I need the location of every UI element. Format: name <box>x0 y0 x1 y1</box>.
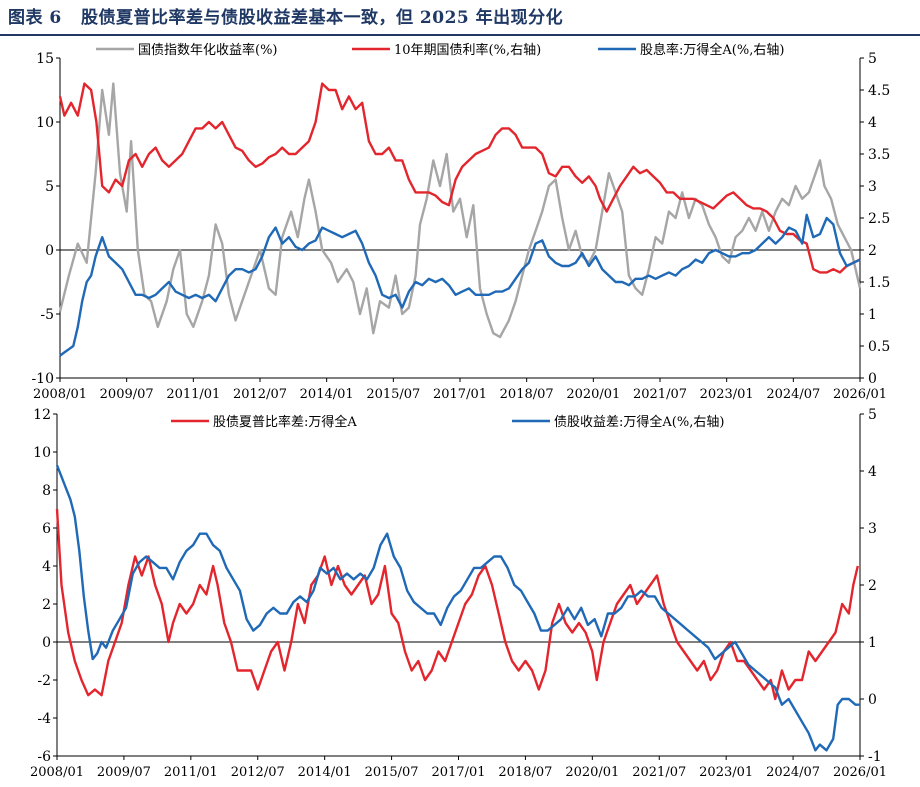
right-tick-label: 4.5 <box>868 83 890 99</box>
right-tick-label: 2 <box>868 578 877 594</box>
x-tick-label: 2021/07 <box>632 765 686 780</box>
legend-label-1: 股债夏普比率差:万得全A <box>213 414 357 430</box>
x-tick-label: 2011/01 <box>166 387 220 402</box>
x-tick-label: 2015/07 <box>365 765 419 780</box>
x-tick-label: 2023/01 <box>700 387 754 402</box>
figure-title-bar: 图表 6 股债夏普比率差与债股收益差基本一致，但 2025 年出现分化 <box>0 0 920 36</box>
right-tick-label: 3.5 <box>868 147 890 163</box>
left-tick-label: 10 <box>36 115 54 131</box>
x-tick-label: 2009/07 <box>97 765 151 780</box>
left-tick-label: 12 <box>33 407 51 423</box>
x-tick-label: 2026/01 <box>833 765 887 780</box>
left-tick-label: 8 <box>42 483 51 499</box>
x-tick-label: 2009/07 <box>100 387 154 402</box>
x-tick-label: 2023/01 <box>699 765 753 780</box>
x-tick-label: 2018/07 <box>498 765 552 780</box>
x-tick-label: 2012/07 <box>233 387 287 402</box>
top-chart: -10 -5 0 5 10 15 0 0.5 1 1.5 2 2.5 3 3.5 4 4.5 5 2008/01 2… <box>31 42 890 402</box>
right-tick-label: 5 <box>868 51 877 67</box>
right-tick-label: 4 <box>868 464 877 480</box>
right-tick-label: 4 <box>868 115 877 131</box>
figure-label: 图表 6 <box>8 8 62 28</box>
x-tick-label: 2020/01 <box>565 765 619 780</box>
left-tick-label: -2 <box>37 673 51 689</box>
right-tick-label: -1 <box>868 749 882 765</box>
left-tick-label: -4 <box>37 711 51 727</box>
x-tick-label: 2017/01 <box>431 765 485 780</box>
series-line-2 <box>55 464 860 752</box>
x-tick-label: 2024/07 <box>766 387 820 402</box>
left-tick-label: 0 <box>42 635 51 651</box>
series-line-1 <box>58 82 862 339</box>
title-underline <box>0 34 920 36</box>
left-tick-label: 2 <box>42 597 51 613</box>
series-line-1 <box>55 508 859 701</box>
figure-title: 图表 6 股债夏普比率差与债股收益差基本一致，但 2025 年出现分化 <box>8 3 563 28</box>
x-tick-label: 2020/01 <box>566 387 620 402</box>
left-tick-label: 0 <box>45 243 54 259</box>
right-tick-label: 3 <box>868 179 877 195</box>
left-tick-label: -6 <box>37 749 51 765</box>
x-tick-label: 2014/01 <box>300 387 354 402</box>
right-tick-label: 1 <box>868 307 877 323</box>
right-tick-label: 0.5 <box>868 339 890 355</box>
x-tick-label: 2024/07 <box>766 765 820 780</box>
legend-label-3: 股息率:万得全A(%,右轴) <box>640 42 784 58</box>
x-tick-label: 2015/07 <box>366 387 420 402</box>
left-tick-label: -10 <box>31 371 54 387</box>
right-tick-label: 1 <box>868 635 877 651</box>
x-tick-label: 2011/01 <box>164 765 218 780</box>
right-tick-label: 0 <box>868 692 877 708</box>
series-line-3 <box>59 213 861 357</box>
right-tick-label: 3 <box>868 521 877 537</box>
series-line-2 <box>58 82 861 274</box>
right-tick-label: 5 <box>868 407 877 423</box>
right-tick-label: 2.5 <box>868 211 890 227</box>
left-tick-label: 15 <box>36 51 54 67</box>
x-tick-label: 2008/01 <box>33 387 87 402</box>
figure-title-text: 股债夏普比率差与债股收益差基本一致，但 2025 年出现分化 <box>81 8 564 28</box>
right-tick-label: 2 <box>868 243 877 259</box>
x-tick-label: 2017/01 <box>433 387 487 402</box>
left-tick-label: 6 <box>42 521 51 537</box>
left-tick-label: -5 <box>40 307 54 323</box>
x-tick-label: 2018/07 <box>500 387 554 402</box>
x-tick-label: 2008/01 <box>30 765 84 780</box>
legend-label-2: 债股收益差:万得全A(%,右轴) <box>554 414 724 430</box>
x-tick-label: 2026/01 <box>833 387 887 402</box>
legend-label-2: 10年期国债利率(%,右轴) <box>394 42 541 58</box>
left-tick-label: 4 <box>42 559 51 575</box>
right-tick-label: 1.5 <box>868 275 890 291</box>
x-tick-label: 2021/07 <box>633 387 687 402</box>
legend-label-1: 国债指数年化收益率(%) <box>138 42 278 58</box>
right-tick-label: 0 <box>868 371 877 387</box>
x-tick-label: 2012/07 <box>231 765 285 780</box>
left-tick-label: 5 <box>45 179 54 195</box>
left-tick-label: 10 <box>33 445 51 461</box>
x-tick-label: 2014/01 <box>298 765 352 780</box>
